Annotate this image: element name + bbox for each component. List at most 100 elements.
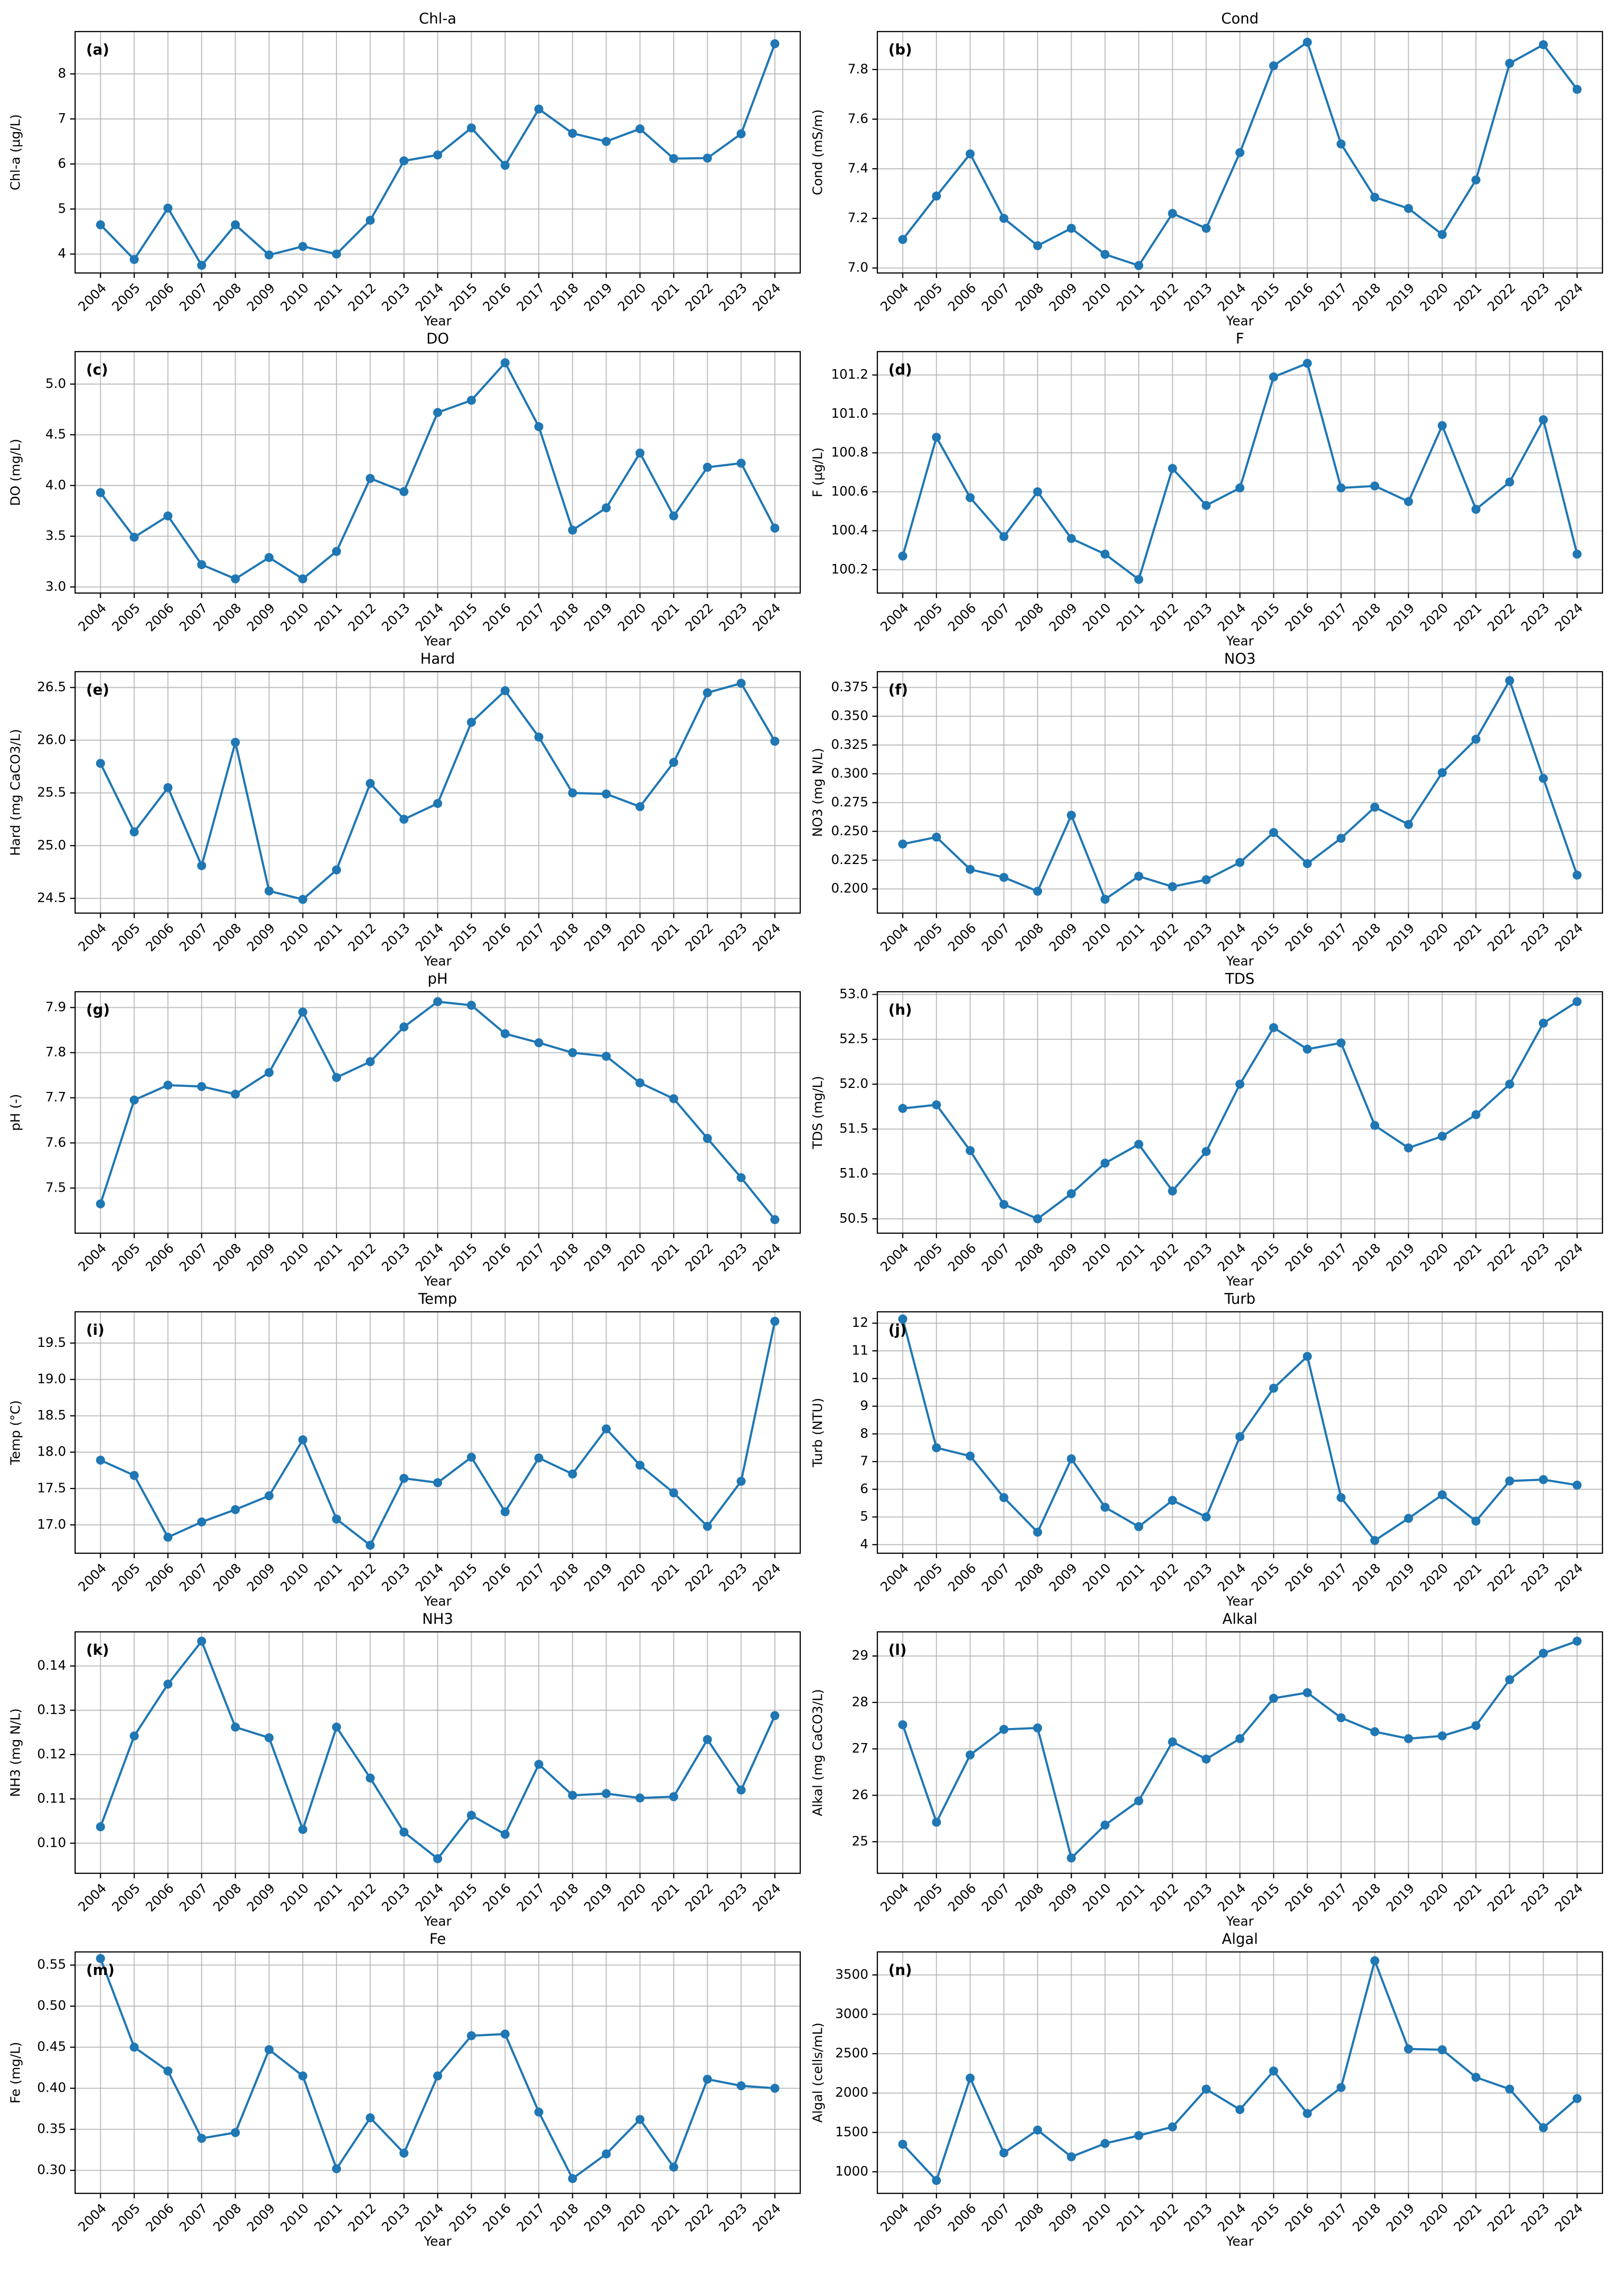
data-point — [1538, 1648, 1548, 1658]
data-point — [1168, 882, 1177, 892]
x-tick-label: 2004 — [878, 1561, 912, 1595]
x-tick-label: 2014 — [1215, 1561, 1249, 1595]
y-tick-label: 7.8 — [848, 62, 868, 77]
data-point — [635, 448, 644, 458]
x-tick-label: 2010 — [1080, 1241, 1114, 1275]
data-point — [467, 1453, 476, 1462]
y-tick-label: 3.0 — [46, 579, 66, 594]
data-point — [1303, 359, 1312, 368]
data-point — [703, 688, 712, 698]
y-tick-label: 0.225 — [831, 853, 868, 868]
data-point — [1471, 1721, 1481, 1731]
y-tick-label: 4.0 — [46, 478, 66, 493]
x-axis-label: Year — [1225, 954, 1253, 969]
axes-frame — [876, 671, 1603, 914]
x-tick-label: 2008 — [1013, 921, 1047, 955]
data-point — [601, 503, 611, 512]
x-tick-label: 2016 — [1282, 1241, 1317, 1275]
x-tick-label: 2022 — [1485, 601, 1519, 635]
subplot-title: Temp — [418, 1290, 457, 1307]
data-point — [96, 1954, 105, 1963]
x-tick-label: 2021 — [649, 921, 683, 955]
x-tick-label: 2017 — [1316, 1881, 1350, 1915]
data-point — [366, 779, 375, 788]
data-point — [635, 2115, 644, 2124]
subplot-title: Fe — [430, 1930, 446, 1947]
x-tick-label: 2021 — [1451, 1561, 1485, 1595]
data-point — [1235, 148, 1244, 157]
x-tick-label: 2014 — [413, 921, 447, 955]
x-tick-label: 2005 — [109, 2201, 143, 2235]
x-tick-label: 2020 — [1417, 601, 1451, 635]
data-point — [366, 474, 375, 483]
data-point — [736, 458, 746, 468]
data-point — [1235, 858, 1244, 867]
data-point — [298, 1825, 307, 1834]
x-tick-label: 2022 — [683, 1881, 717, 1915]
data-point — [1572, 1481, 1582, 1490]
data-point — [96, 1456, 105, 1465]
x-tick-label: 2022 — [1485, 2201, 1519, 2235]
data-point — [197, 260, 206, 270]
x-tick-label: 2018 — [1350, 601, 1384, 635]
x-tick-label: 2019 — [581, 601, 615, 635]
data-point — [298, 574, 307, 584]
data-point — [197, 1082, 206, 1091]
y-tick-label: 0.13 — [37, 1703, 66, 1718]
data-point — [601, 789, 611, 799]
data-point — [1168, 2122, 1177, 2132]
x-tick-label: 2006 — [945, 921, 980, 955]
data-point — [534, 1038, 543, 1047]
x-tick-label: 2017 — [514, 1241, 548, 1275]
x-tick-label: 2016 — [480, 921, 514, 955]
y-tick-label: 19.5 — [37, 1335, 66, 1350]
panel-label: (h) — [888, 1001, 912, 1018]
subplot-title: NH3 — [422, 1610, 453, 1627]
x-tick-label: 2005 — [911, 280, 945, 315]
data-point — [130, 255, 139, 264]
x-tick-label: 2005 — [109, 1881, 143, 1915]
x-tick-label: 2006 — [945, 1241, 980, 1275]
subplot-title: NO3 — [1224, 650, 1256, 667]
x-tick-label: 2017 — [1316, 1241, 1350, 1275]
x-tick-label: 2004 — [878, 1241, 912, 1275]
subplot: 2004 2005 2006 2007 2008 2009 2010 2011 2012 2013… — [9, 10, 801, 329]
data-point — [1538, 1475, 1548, 1484]
data-point — [601, 2149, 611, 2159]
data-point — [703, 1522, 712, 1531]
subplot-title: DO — [426, 330, 449, 347]
data-point — [1404, 204, 1413, 213]
data-point — [1100, 895, 1110, 904]
x-tick-label: 2011 — [311, 1561, 346, 1595]
data-point — [1404, 1143, 1413, 1153]
x-tick-label: 2021 — [649, 601, 683, 635]
x-tick-label: 2023 — [1518, 1881, 1552, 1915]
data-point — [1404, 2044, 1413, 2054]
y-tick-label: 0.350 — [831, 708, 868, 723]
y-tick-label: 7.2 — [848, 211, 868, 226]
data-point — [1538, 2123, 1548, 2132]
data-point — [231, 1505, 240, 1514]
data-point — [231, 2128, 240, 2137]
data-point — [264, 886, 274, 896]
data-point — [96, 488, 105, 497]
axes-frame — [876, 991, 1603, 1234]
x-tick-label: 2004 — [878, 921, 912, 955]
x-tick-label: 2019 — [1384, 2201, 1418, 2235]
x-tick-label: 2021 — [1451, 1241, 1485, 1275]
y-tick-label: 18.5 — [37, 1408, 66, 1423]
x-tick-label: 2015 — [1249, 1241, 1283, 1275]
data-point — [1572, 549, 1582, 559]
x-tick-label: 2019 — [581, 280, 615, 315]
axes-frame — [74, 351, 801, 594]
x-tick-label: 2018 — [1350, 280, 1384, 315]
axes-frame — [74, 1951, 801, 2194]
subplot: 2004 2005 2006 2007 2008 2009 2010 2011 2012 2013… — [9, 650, 801, 969]
data-point — [332, 1723, 342, 1732]
x-tick-label: 2024 — [1552, 921, 1586, 955]
y-tick-label: 7.4 — [848, 161, 868, 176]
data-point — [736, 1785, 746, 1795]
data-point — [1269, 372, 1278, 382]
x-tick-label: 2019 — [1384, 1881, 1418, 1915]
data-point — [601, 1051, 611, 1061]
